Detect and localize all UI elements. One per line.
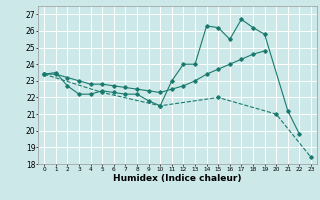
X-axis label: Humidex (Indice chaleur): Humidex (Indice chaleur) (113, 174, 242, 183)
